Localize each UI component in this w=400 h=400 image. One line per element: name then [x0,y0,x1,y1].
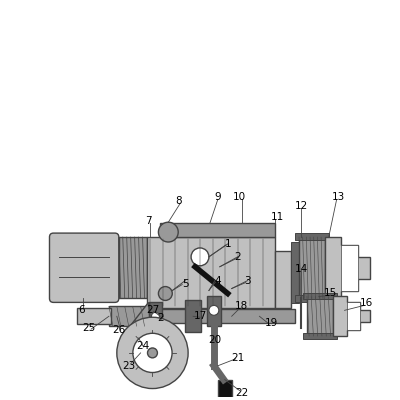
Bar [119,237,146,298]
Bar [303,294,337,300]
Circle shape [209,305,219,315]
Text: 23: 23 [122,361,135,371]
Circle shape [133,333,172,372]
FancyBboxPatch shape [50,233,119,302]
Circle shape [152,312,160,320]
Text: 22: 22 [235,388,248,398]
Text: 18: 18 [235,301,248,311]
Text: 27: 27 [146,305,159,315]
Text: 4: 4 [214,276,221,286]
Bar [109,306,148,326]
Bar [146,237,275,308]
Bar [185,300,201,332]
Bar [207,296,221,326]
Bar [307,296,333,336]
Text: 10: 10 [233,192,246,202]
Bar [148,309,295,323]
Bar [346,302,360,330]
Text: 15: 15 [324,288,337,298]
Text: 3: 3 [244,276,251,286]
Text: 7: 7 [145,216,152,226]
Bar [341,245,358,290]
Text: 11: 11 [271,212,284,222]
Bar [299,237,325,298]
Circle shape [158,222,178,242]
Bar [77,308,111,324]
Circle shape [148,348,158,358]
Bar [218,380,232,400]
Polygon shape [121,302,150,356]
Text: 5: 5 [182,278,188,288]
Text: 12: 12 [294,201,308,211]
Text: 6: 6 [78,305,84,315]
Bar [291,242,299,303]
Text: 8: 8 [175,196,182,206]
Text: 20: 20 [208,335,222,345]
Text: 13: 13 [332,192,345,202]
Polygon shape [333,296,370,336]
Text: 19: 19 [265,318,278,328]
Text: 21: 21 [231,353,244,363]
Bar [148,302,162,330]
Text: 1: 1 [224,239,231,249]
Circle shape [191,248,209,266]
Text: 26: 26 [112,325,126,335]
Text: 2: 2 [157,313,164,323]
Text: 24: 24 [136,341,149,351]
Bar [275,251,291,308]
Text: 9: 9 [214,192,221,202]
Polygon shape [325,237,370,298]
Text: 16: 16 [360,298,373,308]
Bar [303,333,337,339]
Text: 25: 25 [82,323,96,333]
Bar [295,233,329,240]
Circle shape [158,286,172,300]
Text: 14: 14 [294,264,308,274]
Circle shape [117,317,188,388]
Bar [295,296,329,302]
Text: 2: 2 [234,252,241,262]
Text: 17: 17 [193,311,207,321]
Bar [160,223,275,237]
